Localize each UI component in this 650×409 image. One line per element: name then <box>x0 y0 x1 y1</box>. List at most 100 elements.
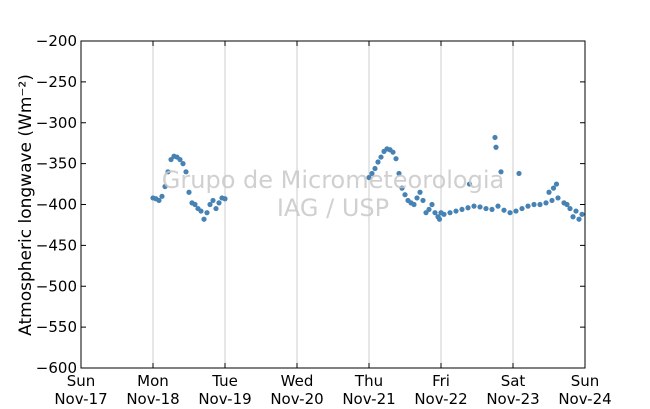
data-point <box>165 169 171 175</box>
watermark-text: IAG / USP <box>277 194 389 222</box>
data-point <box>513 208 519 214</box>
data-point <box>423 210 429 216</box>
data-point <box>519 205 525 212</box>
y-tick-label: −350 <box>36 155 77 173</box>
data-point <box>525 203 531 209</box>
data-point <box>438 210 444 216</box>
x-tick-label-day: Wed <box>281 372 314 390</box>
data-point <box>492 134 498 141</box>
x-tick-label-day: Thu <box>354 372 383 390</box>
data-point <box>543 200 549 206</box>
data-point <box>573 208 579 214</box>
x-tick-label-date: Nov-24 <box>558 390 611 408</box>
data-point <box>168 156 174 163</box>
x-tick-label-date: Nov-17 <box>54 390 107 408</box>
data-point <box>375 159 381 165</box>
data-point <box>489 206 495 213</box>
data-point <box>537 201 543 208</box>
x-tick-label-day: Sun <box>67 372 96 390</box>
watermark-text: Grupo de Micrometeorologia <box>162 166 504 194</box>
y-tick-label: −450 <box>36 236 77 254</box>
data-point <box>177 156 183 163</box>
plot-background <box>81 41 585 368</box>
data-point <box>531 201 537 208</box>
data-point <box>213 205 219 212</box>
data-point <box>579 211 585 217</box>
data-point <box>162 183 168 190</box>
grid <box>152 41 514 368</box>
data-point <box>553 181 560 187</box>
x-tick-label-date: Nov-20 <box>270 390 323 408</box>
x-tick-label-day: Tue <box>211 372 238 390</box>
data-point <box>393 156 399 162</box>
data-point <box>495 203 501 209</box>
x-tick-label-date: Nov-18 <box>126 390 179 408</box>
data-point <box>546 189 552 195</box>
data-point <box>466 181 473 187</box>
y-tick-label: −250 <box>36 73 77 91</box>
data-point <box>459 206 465 213</box>
y-axis: −200 −250 −300 −350 −400 −450 −500 −550 −600 <box>36 32 585 377</box>
x-tick-label-date: Nov-23 <box>486 390 539 408</box>
data-point <box>549 197 555 204</box>
y-tick-label: −300 <box>36 114 77 132</box>
data-point <box>207 201 213 208</box>
y-tick-label: −400 <box>36 196 77 214</box>
y-tick-label: −600 <box>36 359 77 377</box>
y-tick-label: −200 <box>36 32 77 50</box>
data-point <box>402 192 408 198</box>
data-point <box>501 207 507 213</box>
x-tick-label-date: Nov-19 <box>198 390 251 408</box>
data-point <box>390 149 396 155</box>
data-point <box>396 170 402 177</box>
y-tick-label: −500 <box>36 277 77 295</box>
data-point <box>493 144 499 150</box>
data-point <box>201 216 207 222</box>
data-point <box>399 185 405 191</box>
data-point <box>576 216 582 222</box>
data-point <box>372 165 378 172</box>
data-point <box>183 169 189 175</box>
x-tick-label-day: Mon <box>137 372 169 390</box>
data-point <box>555 195 561 201</box>
data-point <box>447 210 453 216</box>
data-point <box>477 204 483 210</box>
data-point <box>564 201 570 208</box>
x-tick-label-day: Sat <box>501 372 526 390</box>
data-point <box>483 205 489 212</box>
data-point <box>378 154 384 160</box>
data-point <box>550 185 557 191</box>
data-point <box>507 210 513 216</box>
data-point <box>465 205 471 211</box>
x-tick-label-date: Nov-22 <box>414 390 467 408</box>
data-point <box>453 208 459 214</box>
data-point <box>192 201 198 208</box>
data-point <box>516 170 522 177</box>
data-point <box>426 206 432 213</box>
x-tick-label-day: Fri <box>432 372 450 390</box>
x-axis: SunNov-17MonNov-18TueNov-19WedNov-20ThuN… <box>54 41 612 408</box>
data-point <box>420 197 426 204</box>
data-point <box>186 189 192 195</box>
y-tick-label: −550 <box>36 318 77 336</box>
data-point <box>498 169 504 175</box>
y-axis-label: Atmospheric longwave (Wm⁻²) <box>16 74 36 336</box>
data-point <box>436 216 443 222</box>
data-point <box>567 205 573 212</box>
data-point <box>216 200 222 206</box>
data-point <box>429 201 435 208</box>
data-point <box>222 196 228 202</box>
data-point <box>414 195 420 201</box>
data-point <box>180 161 186 167</box>
data-point <box>471 203 477 209</box>
data-point <box>159 193 165 199</box>
data-points <box>150 134 585 222</box>
data-point <box>210 197 216 204</box>
data-point <box>432 210 438 216</box>
x-tick-label-day: Sun <box>571 372 600 390</box>
data-point <box>417 189 423 195</box>
data-point <box>156 197 162 204</box>
data-point <box>204 210 210 216</box>
